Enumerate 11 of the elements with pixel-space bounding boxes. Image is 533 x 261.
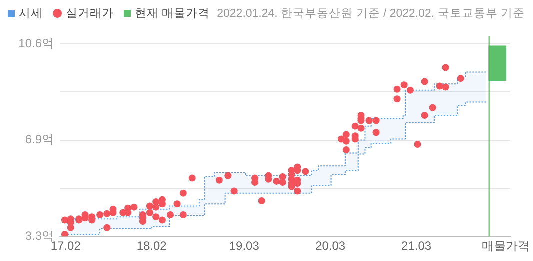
x-tick-label: 매물가격: [482, 239, 530, 254]
x-tick-label: 21.03: [402, 239, 432, 254]
legend-label: 시세: [18, 7, 43, 21]
text: 2022.01.24. 한국부동산원 기준 / 2022.02. 국토교통부 기준: [217, 7, 525, 21]
legend-label: 현재 매물가격: [134, 7, 210, 21]
y-tick-label: 6.9억: [25, 132, 54, 147]
x-tick-label: 19.03: [229, 239, 260, 254]
x-tick-label: 20.03: [316, 239, 346, 254]
legend-label: 실거래가: [65, 7, 114, 21]
x-tick-label: 18.02: [136, 239, 168, 254]
y-tick-label: 10.6억: [18, 36, 54, 50]
